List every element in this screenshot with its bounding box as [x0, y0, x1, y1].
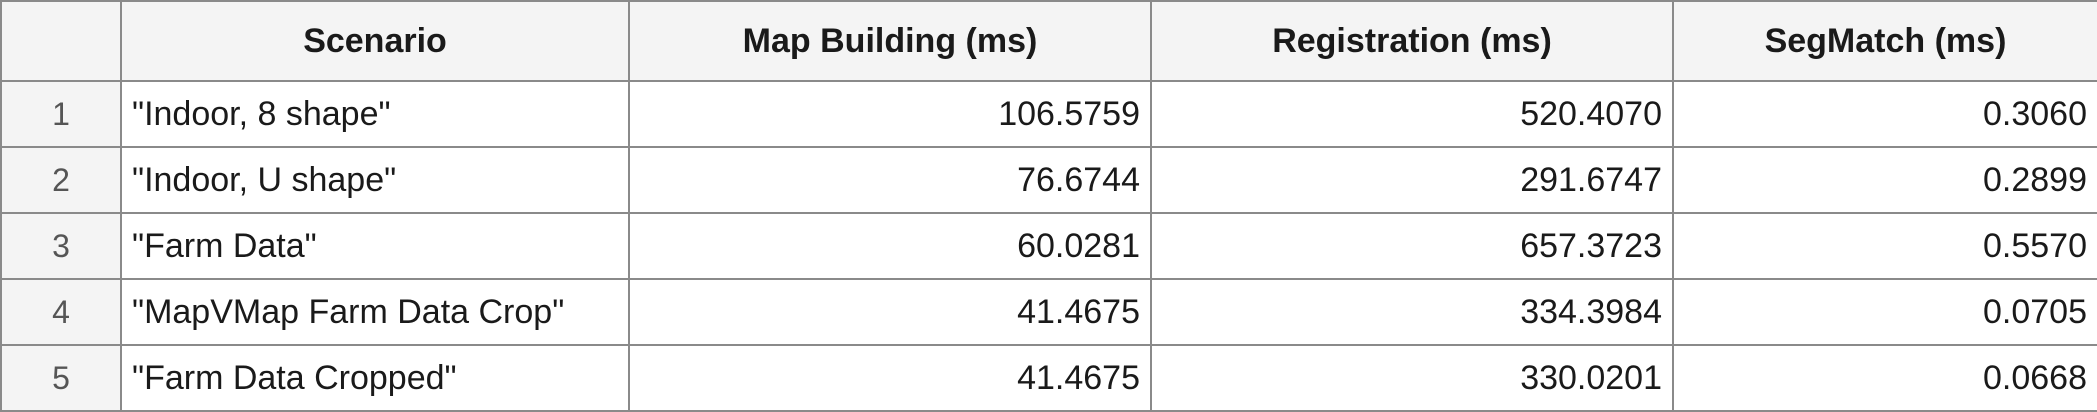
cell-registration[interactable]: 520.4070: [1150, 80, 1674, 148]
cell-scenario[interactable]: "Farm Data": [120, 212, 630, 280]
cell-segmatch[interactable]: 0.2899: [1672, 146, 2097, 214]
table-row[interactable]: 2 "Indoor, U shape" 76.6744 291.6747 0.2…: [0, 146, 2097, 214]
header-scenario[interactable]: Scenario: [120, 0, 630, 82]
cell-scenario[interactable]: "Indoor, U shape": [120, 146, 630, 214]
cell-scenario[interactable]: "Farm Data Cropped": [120, 344, 630, 412]
header-index[interactable]: [0, 0, 122, 82]
table-row[interactable]: 1 "Indoor, 8 shape" 106.5759 520.4070 0.…: [0, 80, 2097, 148]
cell-segmatch[interactable]: 0.3060: [1672, 80, 2097, 148]
row-index: 1: [0, 80, 122, 148]
cell-segmatch[interactable]: 0.0668: [1672, 344, 2097, 412]
cell-registration[interactable]: 291.6747: [1150, 146, 1674, 214]
cell-map-building[interactable]: 41.4675: [628, 344, 1152, 412]
header-map-building[interactable]: Map Building (ms): [628, 0, 1152, 82]
cell-segmatch[interactable]: 0.5570: [1672, 212, 2097, 280]
header-segmatch[interactable]: SegMatch (ms): [1672, 0, 2097, 82]
cell-scenario[interactable]: "MapVMap Farm Data Crop": [120, 278, 630, 346]
table-row[interactable]: 4 "MapVMap Farm Data Crop" 41.4675 334.3…: [0, 278, 2097, 346]
header-row: Scenario Map Building (ms) Registration …: [0, 0, 2097, 82]
table-body: 1 "Indoor, 8 shape" 106.5759 520.4070 0.…: [0, 80, 2097, 412]
row-index: 5: [0, 344, 122, 412]
row-index: 2: [0, 146, 122, 214]
cell-registration[interactable]: 334.3984: [1150, 278, 1674, 346]
cell-registration[interactable]: 330.0201: [1150, 344, 1674, 412]
cell-registration[interactable]: 657.3723: [1150, 212, 1674, 280]
cell-map-building[interactable]: 60.0281: [628, 212, 1152, 280]
cell-map-building[interactable]: 106.5759: [628, 80, 1152, 148]
cell-map-building[interactable]: 41.4675: [628, 278, 1152, 346]
row-index: 4: [0, 278, 122, 346]
cell-map-building[interactable]: 76.6744: [628, 146, 1152, 214]
header-registration[interactable]: Registration (ms): [1150, 0, 1674, 82]
cell-scenario[interactable]: "Indoor, 8 shape": [120, 80, 630, 148]
table-row[interactable]: 5 "Farm Data Cropped" 41.4675 330.0201 0…: [0, 344, 2097, 412]
table-header: Scenario Map Building (ms) Registration …: [0, 0, 2097, 82]
table-row[interactable]: 3 "Farm Data" 60.0281 657.3723 0.5570: [0, 212, 2097, 280]
row-index: 3: [0, 212, 122, 280]
cell-segmatch[interactable]: 0.0705: [1672, 278, 2097, 346]
